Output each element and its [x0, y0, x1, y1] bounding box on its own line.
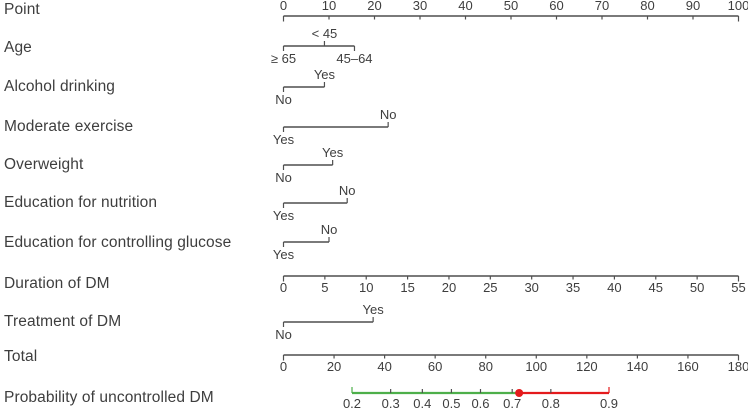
axis-tick-label: 30 [413, 0, 427, 13]
category-label: < 45 [312, 26, 338, 41]
category-label: No [339, 183, 356, 198]
probability-tick-label: 0.7 [503, 396, 521, 411]
probability-tick-label: 0.8 [542, 396, 560, 411]
axis-tick-label: 0 [280, 359, 287, 374]
category-label: 45–64 [336, 51, 372, 66]
axis-tick-label: 0 [280, 280, 287, 295]
category-label: ≥ 65 [271, 51, 296, 66]
category-label: Yes [363, 302, 385, 317]
probability-tick-label: 0.6 [471, 396, 489, 411]
axis-tick-label: 55 [731, 280, 745, 295]
probability-tick-label: 0.4 [413, 396, 431, 411]
axis-tick-label: 40 [458, 0, 472, 13]
axis-tick-label: 90 [686, 0, 700, 13]
axis-tick-label: 30 [524, 280, 538, 295]
axis-tick-label: 20 [442, 280, 456, 295]
axis-tick-label: 10 [359, 280, 373, 295]
axis-tick-label: 10 [322, 0, 336, 13]
row-label-duration-of-dm: Duration of DM [4, 275, 110, 292]
category-label: No [321, 222, 338, 237]
category-label: No [380, 107, 397, 122]
axis-tick-label: 140 [627, 359, 649, 374]
row-label-education-glucose: Education for controlling glucose [4, 234, 232, 251]
category-label: Yes [314, 67, 336, 82]
row-label-age: Age [4, 39, 32, 56]
row-label-point: Point [4, 1, 40, 18]
category-label: Yes [273, 208, 295, 223]
axis-tick-label: 100 [525, 359, 547, 374]
row-label-probability: Probability of uncontrolled DM [4, 389, 214, 406]
row-label-treatment-of-dm: Treatment of DM [4, 313, 122, 330]
axis-tick-label: 20 [327, 359, 341, 374]
axis-tick-label: 120 [576, 359, 598, 374]
axis-tick-label: 20 [367, 0, 381, 13]
row-label-alcohol-drinking: Alcohol drinking [4, 78, 116, 95]
category-label: Yes [322, 145, 344, 160]
axis-tick-label: 0 [280, 0, 287, 13]
category-label: No [275, 327, 292, 342]
axis-tick-label: 25 [483, 280, 497, 295]
axis-tick-label: 80 [640, 0, 654, 13]
axis-tick-label: 50 [504, 0, 518, 13]
axis-tick-label: 40 [377, 359, 391, 374]
axis-tick-label: 40 [607, 280, 621, 295]
category-label: No [275, 170, 292, 185]
row-label-overweight: Overweight [4, 156, 84, 173]
row-label-total: Total [4, 348, 38, 365]
axis-tick-label: 180 [728, 359, 748, 374]
category-label: No [275, 92, 292, 107]
probability-marker-dot [515, 389, 524, 397]
axis-tick-label: 70 [595, 0, 609, 13]
category-label: Yes [273, 132, 295, 147]
probability-tick-label: 0.9 [600, 396, 618, 411]
axis-tick-label: 100 [728, 0, 748, 13]
axis-tick-label: 60 [549, 0, 563, 13]
axis-tick-label: 80 [478, 359, 492, 374]
probability-tick-label: 0.5 [442, 396, 460, 411]
category-label: Yes [273, 247, 295, 262]
axis-tick-label: 45 [649, 280, 663, 295]
axis-tick-label: 160 [677, 359, 699, 374]
axis-tick-label: 5 [321, 280, 328, 295]
probability-tick-label: 0.2 [343, 396, 361, 411]
row-label-moderate-exercise: Moderate exercise [4, 118, 134, 135]
row-label-education-nutrition: Education for nutrition [4, 194, 158, 211]
axis-tick-label: 15 [400, 280, 414, 295]
probability-tick-label: 0.3 [382, 396, 400, 411]
axis-tick-label: 50 [690, 280, 704, 295]
axis-tick-label: 35 [566, 280, 580, 295]
axis-tick-label: 60 [428, 359, 442, 374]
